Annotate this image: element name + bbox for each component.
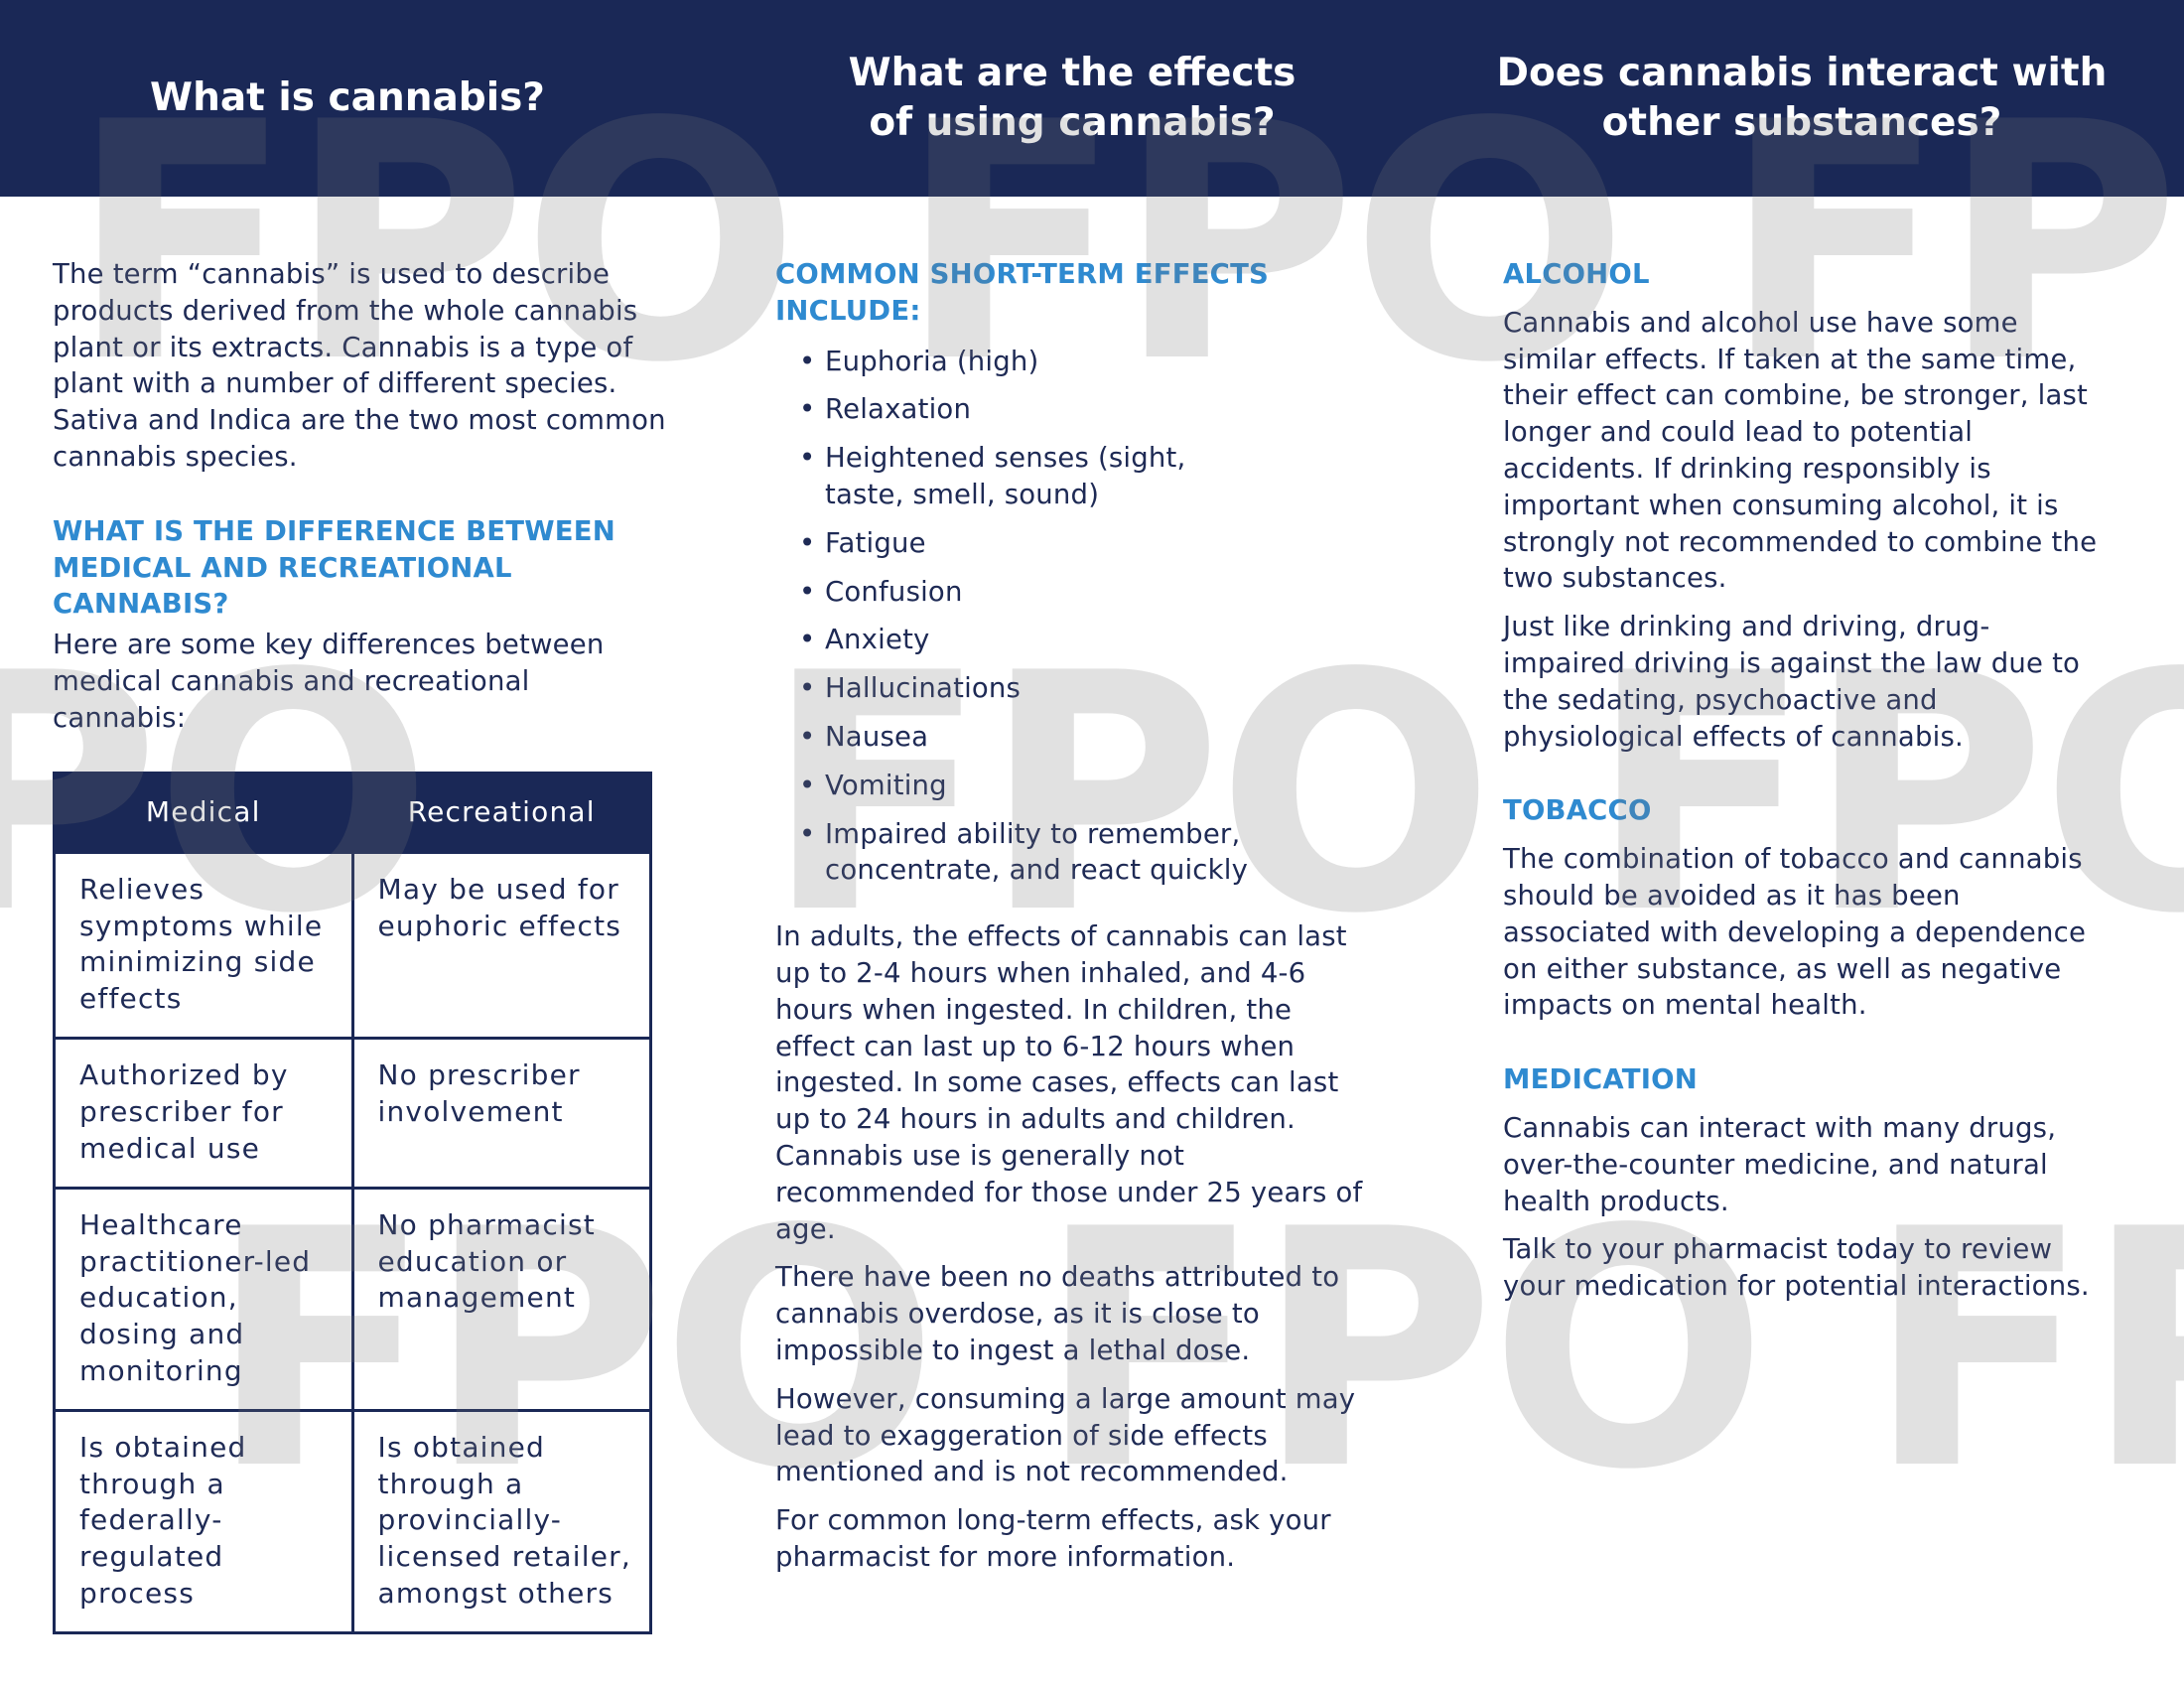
effects-list: Euphoria (high) Relaxation Heightened se… xyxy=(775,344,1371,890)
list-item: Euphoria (high) xyxy=(775,344,1371,380)
difference-heading: What is the difference between medical a… xyxy=(53,514,615,621)
pharmacist-paragraph: Talk to your pharmacist today to review … xyxy=(1503,1233,2090,1303)
long-term-paragraph: For common long-term effects, ask your p… xyxy=(775,1504,1331,1573)
table-cell: May be used for euphoric effects xyxy=(350,850,652,1041)
duration-paragraph: In adults, the effects of cannabis can l… xyxy=(775,920,1363,1245)
comparison-table: Medical Recreational Relieves symptoms w… xyxy=(53,772,652,1635)
alcohol-heading: Alcohol xyxy=(1503,258,1650,290)
list-item: Nausea xyxy=(775,719,1371,756)
list-item: Hallucinations xyxy=(775,670,1371,707)
list-item: Heightened senses (sight, taste, smell, … xyxy=(775,440,1202,513)
table-header-recreational: Recreational xyxy=(350,772,652,854)
tobacco-heading: Tobacco xyxy=(1503,794,1652,827)
table-cell: No pharmacist education or management xyxy=(350,1187,652,1413)
table-header-medical: Medical xyxy=(53,772,354,854)
table-cell: Relieves symptoms while minimizing side … xyxy=(53,850,354,1041)
lead-paragraph: Here are some key differences between me… xyxy=(53,629,605,734)
tobacco-paragraph: The combination of tobacco and cannabis … xyxy=(1503,843,2087,1022)
intro-paragraph: The term “cannabis” is used to describe … xyxy=(53,258,666,473)
col2-title: What are the effects of using cannabis? xyxy=(848,51,1297,145)
col3-title: Does cannabis interact with other substan… xyxy=(1496,51,2108,145)
table-cell: No prescriber involvement xyxy=(350,1037,652,1191)
col2: Common short-term effects include: Eupho… xyxy=(775,256,1371,1588)
short-term-heading: Common short-term effects include: xyxy=(775,258,1270,327)
medication-heading: Medication xyxy=(1503,1063,1698,1096)
list-item: Vomiting xyxy=(775,768,1371,804)
col3: Alcohol Cannabis and alcohol use have so… xyxy=(1503,256,2109,1317)
list-item: Impaired ability to remember, concentrat… xyxy=(775,816,1292,890)
list-item: Fatigue xyxy=(775,525,1371,562)
overdose-paragraph: There have been no deaths attributed to … xyxy=(775,1261,1340,1366)
table-cell: Is obtained through a provincially-licen… xyxy=(350,1409,652,1635)
list-item: Anxiety xyxy=(775,622,1371,658)
list-item: Relaxation xyxy=(775,391,1371,428)
table-cell: Is obtained through a federally-regulate… xyxy=(53,1409,354,1635)
table-row: Relieves symptoms while minimizing side … xyxy=(53,850,652,1041)
table-row: Healthcare practitioner-led education, d… xyxy=(53,1187,652,1413)
alcohol-paragraph: Cannabis and alcohol use have some simil… xyxy=(1503,306,2098,595)
col1: The term “cannabis” is used to describe … xyxy=(53,256,668,749)
medication-paragraph: Cannabis can interact with many drugs, o… xyxy=(1503,1111,2057,1217)
col1-title: What is cannabis? xyxy=(150,75,545,120)
table-row: Authorized by prescriber for medical use… xyxy=(53,1037,652,1191)
table-cell: Authorized by prescriber for medical use xyxy=(53,1037,354,1191)
list-item: Confusion xyxy=(775,574,1371,611)
table-cell: Healthcare practitioner-led education, d… xyxy=(53,1187,354,1413)
large-amount-paragraph: However, consuming a large amount may le… xyxy=(775,1382,1356,1488)
table-row: Is obtained through a federally-regulate… xyxy=(53,1409,652,1635)
header-banner xyxy=(0,0,2184,197)
driving-paragraph: Just like drinking and driving, drug-imp… xyxy=(1503,611,2081,753)
